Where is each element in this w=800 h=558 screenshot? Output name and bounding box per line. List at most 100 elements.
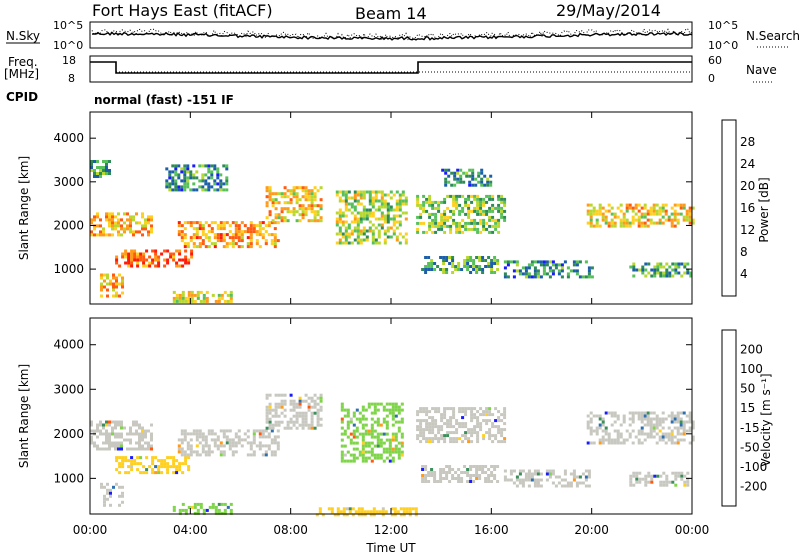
echo-cell	[536, 469, 540, 473]
echo-cell	[376, 444, 380, 448]
echo-cell	[90, 169, 93, 172]
echo-cell	[395, 220, 399, 224]
echo-cell	[229, 299, 233, 303]
echo-cell	[372, 510, 376, 514]
echo-cell	[310, 417, 314, 421]
echo-cell	[298, 414, 302, 418]
echo-cell	[589, 218, 593, 222]
echo-cell	[138, 426, 141, 430]
x-tick-label: 04:00	[173, 523, 208, 537]
echo-cell	[133, 255, 137, 259]
echo-cell	[187, 261, 191, 265]
echo-cell	[641, 265, 645, 269]
echo-cell	[397, 411, 401, 415]
echo-cell	[422, 419, 426, 423]
echo-cell	[258, 233, 262, 237]
echo-cell	[430, 262, 434, 265]
echo-cell	[497, 218, 501, 222]
echo-cell	[344, 229, 348, 233]
echo-cell	[216, 188, 220, 192]
echo-cell	[180, 188, 184, 192]
echo-cell	[373, 453, 377, 457]
echo-cell	[428, 197, 432, 201]
echo-cell	[271, 201, 275, 205]
echo-cell	[566, 481, 570, 485]
echo-cell	[177, 173, 181, 177]
echo-cell	[138, 438, 141, 442]
echo-cell	[180, 441, 184, 445]
echo-cell	[175, 471, 179, 475]
echo-cell	[338, 238, 342, 242]
echo-cell	[598, 209, 602, 213]
echo-cell	[198, 432, 202, 436]
echo-cell	[465, 174, 469, 178]
echo-cell	[367, 402, 371, 406]
echo-cell	[343, 414, 347, 418]
echo-cell	[108, 160, 111, 163]
echo-cell	[416, 197, 420, 201]
echo-cell	[138, 447, 141, 451]
echo-cell	[307, 204, 311, 208]
echo-cell	[168, 185, 172, 189]
echo-cell	[204, 435, 208, 439]
echo-cell	[289, 201, 293, 205]
echo-cell	[240, 230, 244, 234]
echo-cell	[389, 205, 393, 209]
echo-cell	[589, 426, 593, 430]
echo-cell	[371, 235, 375, 239]
echo-cell	[102, 169, 105, 172]
echo-cell	[154, 252, 158, 256]
echo-cell	[664, 218, 668, 222]
echo-cell	[106, 282, 109, 286]
echo-cell	[476, 197, 480, 201]
echo-cell	[637, 221, 641, 225]
echo-cell	[204, 164, 208, 168]
echo-cell	[130, 252, 134, 256]
echo-cell	[500, 209, 504, 213]
echo-cell	[121, 465, 125, 469]
echo-cell	[124, 255, 128, 259]
echo-cell	[437, 410, 441, 414]
echo-cell	[178, 249, 182, 253]
echo-cell	[117, 224, 120, 228]
echo-cell	[467, 428, 471, 432]
echo-cell	[198, 221, 202, 225]
echo-cell	[151, 249, 155, 253]
echo-cell	[604, 429, 608, 433]
echo-cell	[352, 414, 356, 418]
echo-cell	[649, 432, 653, 436]
echo-cell	[183, 185, 187, 189]
echo-cell	[364, 423, 368, 427]
echo-cell	[195, 176, 199, 180]
echo-cell	[361, 435, 365, 439]
echo-cell	[216, 167, 220, 171]
echo-cell	[560, 478, 564, 482]
echo-cell	[440, 413, 444, 417]
echo-cell	[222, 432, 226, 436]
echo-cell	[168, 188, 172, 192]
echo-cell	[400, 453, 404, 457]
echo-cell	[289, 399, 293, 403]
echo-cell	[539, 478, 543, 482]
echo-cell	[691, 218, 695, 222]
echo-cell	[473, 221, 477, 225]
echo-cell	[453, 174, 457, 178]
echo-cell	[430, 471, 434, 474]
echo-cell	[683, 265, 687, 269]
echo-cell	[141, 435, 144, 439]
echo-cell	[551, 269, 555, 273]
echo-cell	[467, 203, 471, 207]
echo-cell	[120, 227, 123, 231]
echo-cell	[683, 480, 687, 484]
echo-cell	[455, 431, 459, 435]
echo-cell	[452, 410, 456, 414]
echo-cell	[321, 513, 325, 517]
echo-cell	[277, 420, 281, 424]
echo-cell	[216, 224, 220, 228]
echo-cell	[356, 223, 360, 227]
echo-cell	[90, 435, 93, 439]
echo-cell	[165, 185, 169, 189]
echo-cell	[361, 408, 365, 412]
echo-cell	[536, 269, 540, 273]
echo-cell	[338, 217, 342, 221]
